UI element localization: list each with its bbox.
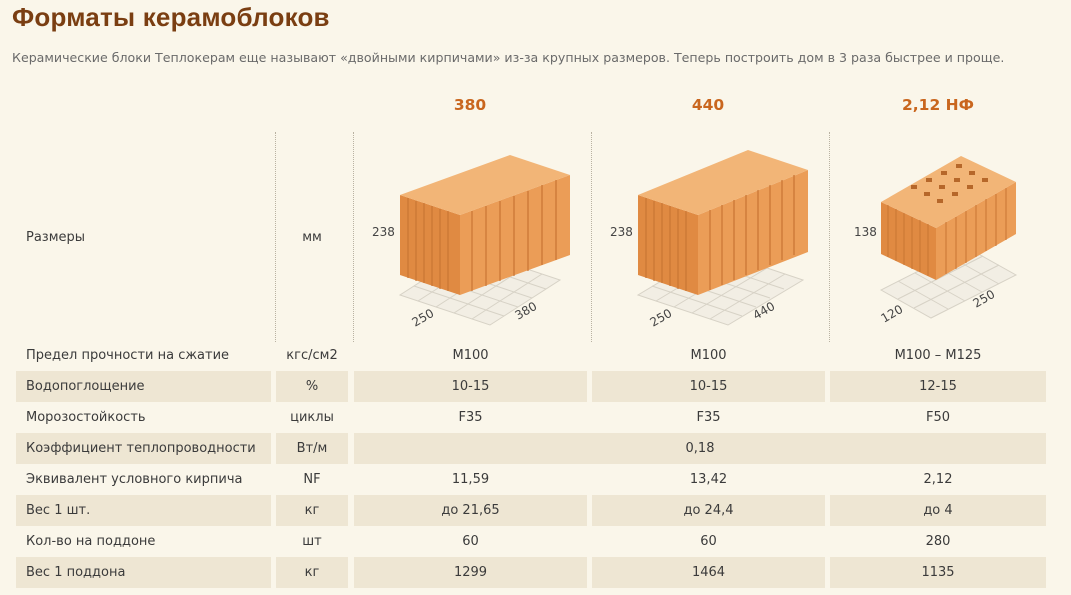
divider: [275, 132, 276, 342]
row-value: 1135: [921, 565, 955, 580]
table-row: Водопоглощение % 10-15 10-15 12-15: [0, 371, 1071, 402]
row-value: М100: [690, 348, 727, 363]
dim-width: 250: [648, 306, 675, 330]
row-label: Водопоглощение: [26, 379, 145, 394]
row-value: F35: [696, 410, 721, 425]
row-unit: %: [305, 379, 319, 394]
row-unit: NF: [303, 472, 321, 487]
table-row: Коэффициент теплопроводности Вт/м 0,18: [0, 433, 1071, 464]
row-unit: кгс/см2: [286, 348, 338, 363]
table-row: Вес 1 шт. кг до 21,65 до 24,4 до 4: [0, 495, 1071, 526]
row-value: до 21,65: [441, 503, 500, 518]
row-label: Эквивалент условного кирпича: [26, 472, 243, 487]
table-row: Вес 1 поддона кг 1299 1464 1135: [0, 557, 1071, 588]
row-value: 60: [700, 534, 717, 549]
row-value: М100 – М125: [894, 348, 982, 363]
table-row: Морозостойкость циклы F35 F35 F50: [0, 402, 1071, 433]
row-value: 60: [462, 534, 479, 549]
row-unit: шт: [302, 534, 322, 549]
row-label: Предел прочности на сжатие: [26, 348, 230, 363]
column-header-440: 440: [691, 96, 725, 114]
row-value: 280: [925, 534, 951, 549]
row-label: Морозостойкость: [26, 410, 146, 425]
row-value: 2,12: [923, 472, 953, 487]
table-row: Эквивалент условного кирпича NF 11,59 13…: [0, 464, 1071, 495]
column-header-380: 380: [453, 96, 487, 114]
row-label: Вес 1 шт.: [26, 503, 91, 518]
brick-top-face: [638, 150, 808, 215]
row-label-sizes: Размеры: [26, 230, 86, 245]
row-unit: Вт/м: [296, 441, 328, 456]
dim-width: 120: [879, 302, 906, 326]
row-value: 11,59: [451, 472, 490, 487]
row-value: 12-15: [919, 379, 957, 394]
dim-width: 250: [410, 306, 437, 330]
page-subtitle: Керамические блоки Теплокерам еще называ…: [12, 50, 1005, 65]
divider: [353, 132, 354, 342]
row-value: 13,42: [689, 472, 728, 487]
row-label: Вес 1 поддона: [26, 565, 126, 580]
row-value: 10-15: [451, 379, 490, 394]
block-212nf-illustration: 138 120 250: [854, 156, 1018, 326]
column-header-212nf: 2,12 НФ: [902, 96, 974, 114]
block-380-illustration: 238 250 380: [372, 155, 570, 330]
row-value: до 4: [923, 503, 953, 518]
row-value: F35: [458, 410, 483, 425]
row-unit: циклы: [290, 410, 334, 425]
block-440-illustration: 238 250 440: [610, 150, 808, 330]
row-unit: кг: [304, 503, 320, 518]
page-title: Форматы керамоблоков: [12, 2, 330, 32]
divider: [591, 132, 592, 342]
row-label: Кол-во на поддоне: [26, 534, 156, 549]
row-value: F50: [925, 410, 951, 425]
brick-front-face: [638, 195, 698, 295]
brick-top-face: [881, 156, 1016, 228]
dim-height: 138: [854, 225, 877, 239]
dim-height: 238: [610, 225, 633, 239]
row-value: М100: [452, 348, 489, 363]
dim-height: 238: [372, 225, 395, 239]
table-row: Предел прочности на сжатие кгс/см2 М100 …: [0, 340, 1071, 371]
brick-front-face: [400, 195, 460, 295]
table-row: Кол-во на поддоне шт 60 60 280: [0, 526, 1071, 557]
row-label: Коэффициент теплопроводности: [26, 441, 256, 456]
divider: [829, 132, 830, 342]
brick-side-face: [698, 170, 808, 295]
row-value: до 24,4: [683, 503, 734, 518]
row-unit-sizes: мм: [302, 230, 322, 245]
row-unit: кг: [304, 565, 320, 580]
row-value: 1464: [691, 565, 726, 580]
row-value: 0,18: [685, 441, 715, 456]
row-value: 1299: [453, 565, 488, 580]
brick-top-face: [400, 155, 570, 215]
row-value: 10-15: [689, 379, 728, 394]
